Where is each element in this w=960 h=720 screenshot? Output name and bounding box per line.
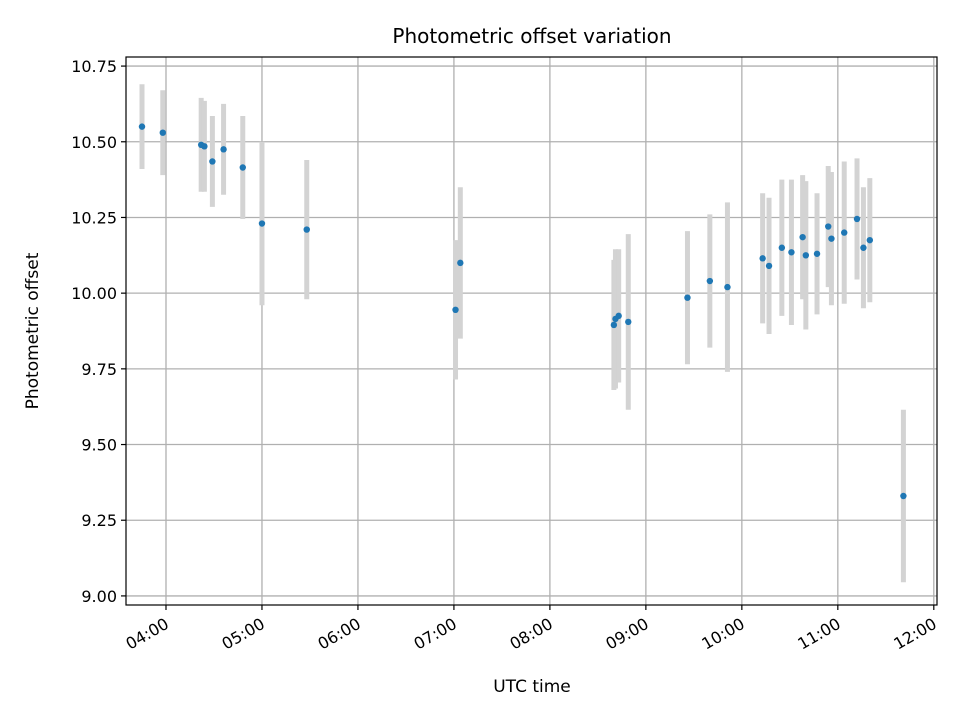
y-axis-title: Photometric offset bbox=[23, 252, 43, 409]
y-axis-ticks: 9.00 9.25 9.50 9.75 10.00 10.25 10.50 10.75 bbox=[71, 57, 126, 606]
data-point bbox=[724, 283, 731, 291]
data-point bbox=[209, 158, 216, 165]
data-point bbox=[825, 223, 832, 230]
data-point bbox=[159, 129, 166, 136]
data-point bbox=[239, 164, 246, 171]
data-point bbox=[258, 220, 266, 227]
data-point bbox=[625, 318, 632, 326]
y-tick-label: 9.75 bbox=[81, 360, 117, 379]
data-point bbox=[900, 492, 907, 500]
data-point bbox=[853, 215, 861, 223]
data-point bbox=[788, 249, 795, 256]
data-point bbox=[813, 250, 821, 257]
data-point bbox=[201, 143, 208, 150]
chart-title: Photometric offset variation bbox=[392, 24, 671, 48]
data-point bbox=[452, 306, 459, 314]
y-tick-label: 9.25 bbox=[81, 511, 117, 530]
data-point bbox=[860, 244, 867, 251]
y-tick-label: 10.75 bbox=[71, 57, 117, 76]
y-tick-label: 10.25 bbox=[71, 208, 117, 227]
data-point bbox=[828, 235, 835, 242]
grid bbox=[126, 57, 937, 605]
y-tick-label: 10.50 bbox=[71, 133, 117, 152]
data-point bbox=[303, 226, 310, 233]
data-point bbox=[610, 321, 618, 329]
y-tick-label: 10.00 bbox=[71, 284, 117, 303]
x-axis-title: UTC time bbox=[493, 677, 571, 697]
data-point bbox=[684, 294, 691, 301]
data-point bbox=[765, 262, 773, 270]
data-point bbox=[799, 233, 806, 241]
data-point bbox=[759, 255, 766, 262]
data-point bbox=[841, 229, 848, 236]
data-points bbox=[138, 123, 907, 500]
data-point bbox=[706, 277, 714, 285]
data-point bbox=[866, 236, 874, 244]
data-point bbox=[457, 259, 464, 267]
data-point bbox=[802, 252, 810, 259]
y-tick-label: 9.00 bbox=[81, 587, 117, 606]
data-point bbox=[778, 244, 786, 251]
data-point bbox=[615, 312, 622, 320]
data-point bbox=[220, 146, 227, 153]
y-tick-label: 9.50 bbox=[81, 436, 117, 455]
data-point bbox=[138, 123, 146, 130]
plot-frame bbox=[125, 56, 938, 606]
